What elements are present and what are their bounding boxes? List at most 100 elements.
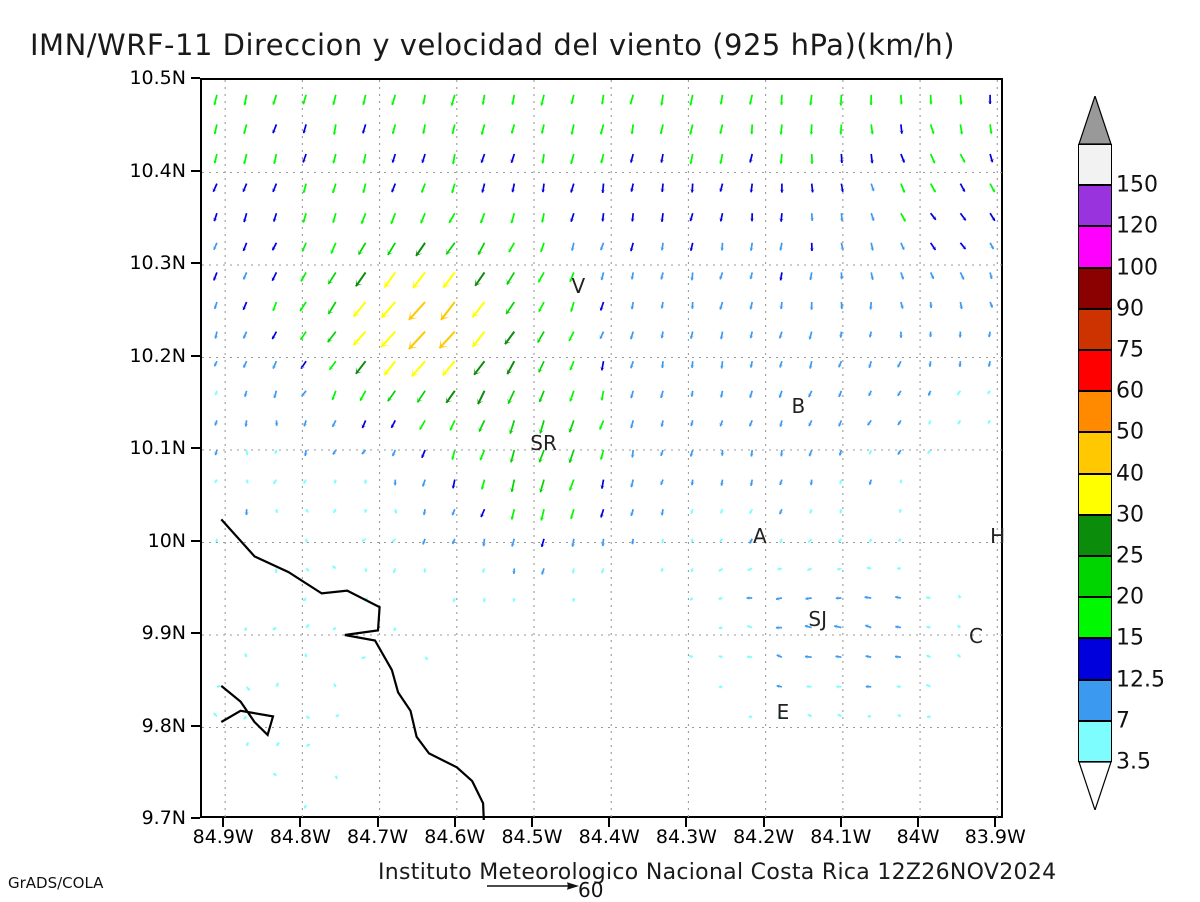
- wind-vector: [661, 567, 665, 571]
- wind-vector: [333, 479, 337, 483]
- wind-vector: [424, 656, 428, 660]
- wind-vector: [959, 302, 964, 309]
- wind-vector: [334, 775, 339, 779]
- wind-vector: [510, 124, 515, 133]
- wind-vector: [272, 124, 276, 133]
- y-axis-tick-mark: [191, 632, 200, 634]
- wind-vector: [362, 537, 366, 541]
- wind-vector: [868, 480, 873, 485]
- wind-vector: [779, 243, 784, 251]
- wind-vector: [989, 124, 994, 133]
- wind-vector: [866, 684, 871, 689]
- wind-vector: [243, 95, 248, 105]
- wind-vector: [483, 626, 487, 630]
- wind-vector: [569, 391, 574, 402]
- wind-vector: [988, 803, 992, 807]
- wind-vector: [569, 332, 574, 341]
- wind-vector: [214, 713, 218, 717]
- wind-vector: [422, 124, 427, 133]
- wind-vector: [960, 272, 964, 279]
- wind-vector: [303, 597, 307, 601]
- wind-vector: [987, 332, 992, 338]
- wind-vector: [542, 655, 546, 659]
- wind-vector: [482, 598, 487, 602]
- wind-vector: [243, 154, 248, 164]
- wind-vector: [335, 714, 339, 718]
- wind-vector: [988, 95, 993, 104]
- wind-vector: [838, 391, 842, 397]
- wind-vector: [780, 744, 784, 748]
- wind-vector: [749, 272, 754, 279]
- wind-vector: [929, 302, 934, 308]
- wind-vector: [868, 391, 872, 396]
- wind-vector: [423, 596, 427, 601]
- wind-vector: [570, 184, 575, 193]
- wind-vector: [808, 450, 812, 456]
- wind-vector: [275, 742, 279, 746]
- wind-vector: [420, 213, 425, 223]
- wind-vector: [659, 124, 664, 133]
- x-axis-tick-label: 84.4W: [579, 826, 640, 848]
- wind-vector: [895, 595, 901, 600]
- wind-vector: [926, 655, 930, 659]
- wind-vector: [416, 243, 425, 256]
- wind-vector: [542, 715, 546, 720]
- wind-vector: [836, 655, 842, 660]
- wind-vector: [629, 95, 634, 105]
- wind-vector: [507, 272, 515, 284]
- wind-vector: [363, 568, 368, 572]
- wind-vector: [213, 124, 218, 134]
- colorbar-tick-label: 20: [1116, 585, 1144, 610]
- wind-vector: [541, 154, 546, 164]
- wind-vector: [747, 596, 753, 601]
- wind-vector: [213, 154, 218, 163]
- wind-vector: [660, 420, 665, 426]
- wind-vector: [719, 567, 723, 571]
- colorbar-cell: [1078, 268, 1112, 309]
- wind-vector: [805, 655, 812, 660]
- wind-vector: [393, 655, 398, 659]
- wind-vector: [630, 154, 635, 163]
- wind-vector: [631, 625, 635, 629]
- wind-vector: [960, 154, 965, 162]
- wind-vector: [393, 509, 398, 513]
- wind-vector: [305, 567, 309, 571]
- wind-vector: [482, 745, 486, 749]
- wind-vector: [246, 686, 250, 690]
- wind-vector: [719, 625, 723, 630]
- wind-vector: [630, 272, 635, 279]
- wind-vector: [214, 566, 218, 571]
- wind-vector: [388, 243, 396, 255]
- wind-vector: [897, 361, 901, 367]
- wind-vector: [423, 775, 428, 779]
- y-axis-tick-mark: [191, 262, 200, 264]
- wind-vector: [215, 655, 219, 659]
- wind-vector: [423, 685, 428, 689]
- wind-vector: [335, 655, 339, 660]
- wind-vector: [988, 774, 992, 778]
- wind-vector: [512, 627, 517, 631]
- y-axis-tick-mark: [191, 447, 200, 449]
- wind-vector: [538, 361, 544, 372]
- wind-vector: [749, 154, 754, 163]
- wind-vector: [215, 596, 219, 600]
- wind-vector: [509, 243, 515, 252]
- wind-vector: [867, 566, 872, 571]
- wind-vector: [749, 184, 754, 193]
- wind-vector: [600, 480, 605, 489]
- x-axis-tick-mark: [763, 818, 765, 827]
- colorbar-tick-label: 12.5: [1116, 667, 1165, 692]
- wind-vector: [958, 654, 962, 658]
- colorbar-cell: [1078, 638, 1112, 679]
- wind-vector: [569, 361, 574, 370]
- wind-vector: [988, 626, 992, 630]
- wind-vector: [354, 302, 366, 317]
- wind-vector: [690, 420, 695, 426]
- wind-vector: [720, 243, 725, 251]
- wind-vector: [541, 213, 546, 222]
- x-axis-tick-mark: [994, 818, 996, 827]
- wind-vector: [512, 803, 517, 807]
- wind-vector: [630, 184, 635, 192]
- wind-vector: [213, 243, 217, 250]
- wind-vector: [214, 420, 218, 425]
